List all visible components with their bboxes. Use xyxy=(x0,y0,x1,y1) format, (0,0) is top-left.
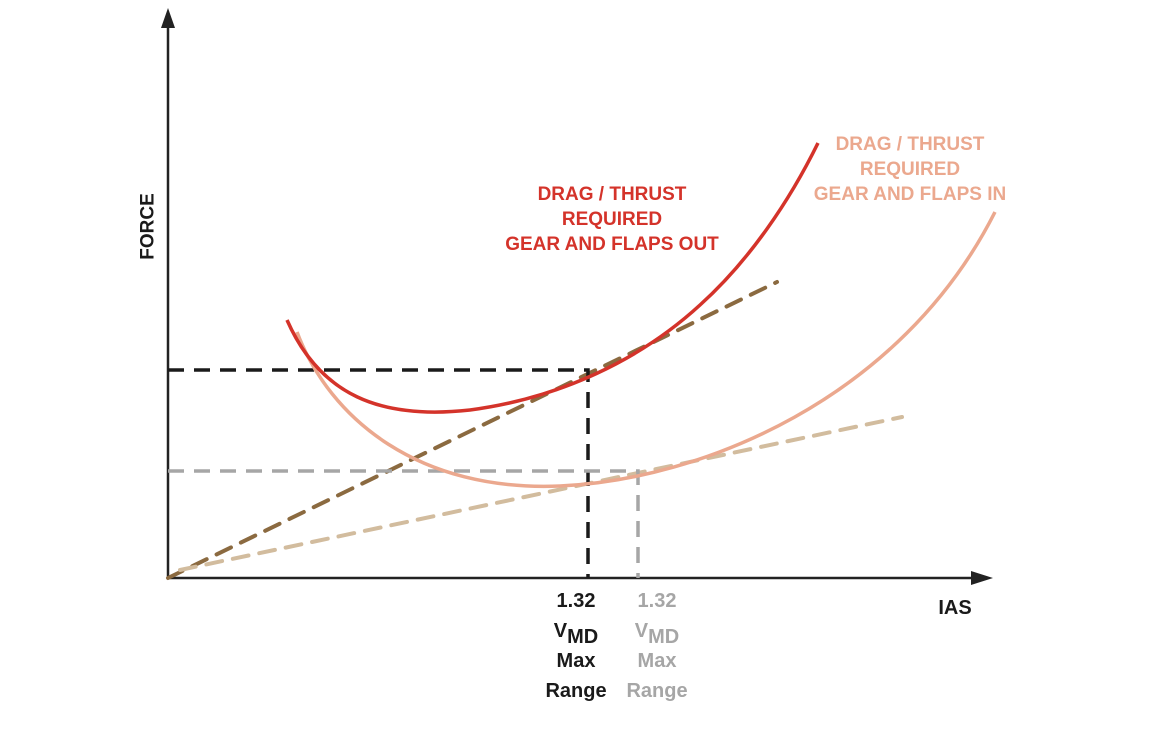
drag-curve-gear-flaps-out xyxy=(285,142,820,414)
vmd-out-reference-lines xyxy=(168,368,590,578)
curve-label-gear-flaps-out: DRAG / THRUST REQUIRED GEAR AND FLAPS OU… xyxy=(482,182,742,257)
marker-line3: Max xyxy=(637,650,677,672)
marker-vmd: VMD xyxy=(614,616,700,648)
tangent-line-in xyxy=(178,415,904,572)
y-axis-arrow-icon xyxy=(161,8,175,28)
marker-line4: Range xyxy=(545,680,607,702)
drag-curve-gear-flaps-in xyxy=(295,211,997,489)
marker-sub: MD xyxy=(648,626,680,648)
curve-label-line: REQUIRED xyxy=(561,209,663,230)
curve-label-line: DRAG / THRUST xyxy=(537,184,687,205)
vmd-out-marker-label: 1.32 VMD Max Range xyxy=(533,586,619,706)
curve-label-gear-flaps-in: DRAG / THRUST REQUIRED GEAR AND FLAPS IN xyxy=(795,132,1025,207)
curve-label-line: GEAR AND FLAPS IN xyxy=(813,184,1007,205)
x-axis-arrow-icon xyxy=(971,571,993,585)
marker-vmd: VMD xyxy=(533,616,619,648)
tangent-line-out xyxy=(166,280,779,580)
x-axis-label: IAS xyxy=(938,597,972,619)
marker-v: V xyxy=(553,620,568,642)
y-axis-label: FORCE xyxy=(137,193,159,260)
curve-label-line: REQUIRED xyxy=(859,159,961,180)
marker-sub: MD xyxy=(567,626,599,648)
marker-line4: Range xyxy=(626,680,688,702)
marker-line3: Max xyxy=(556,650,596,672)
vmd-in-reference-lines xyxy=(168,469,640,578)
vmd-in-marker-label: 1.32 VMD Max Range xyxy=(614,586,700,706)
curve-label-line: GEAR AND FLAPS OUT xyxy=(505,234,719,255)
marker-v: V xyxy=(634,620,649,642)
marker-value: 1.32 xyxy=(637,590,677,612)
marker-value: 1.32 xyxy=(556,590,596,612)
curve-label-line: DRAG / THRUST xyxy=(835,134,985,155)
